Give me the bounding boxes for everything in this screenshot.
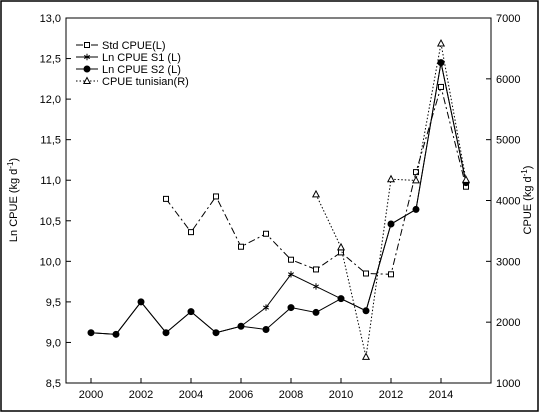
data-point (437, 59, 445, 67)
data-point (112, 330, 120, 338)
data-point (188, 229, 194, 236)
data-point (137, 298, 145, 306)
data-point (438, 83, 444, 90)
legend-label: Std CPUE(L) (102, 40, 166, 52)
x-axis: 2000 2002 2004 2006 2008 2010 2012 2014 (79, 378, 453, 401)
data-point (288, 256, 294, 263)
y-left-tick-label: 10,5 (40, 216, 61, 228)
series-1 (163, 83, 469, 278)
legend-marker (83, 53, 91, 61)
legend-item: Ln CPUE S2 (L) (76, 64, 181, 76)
data-point (436, 38, 446, 47)
data-point (338, 249, 344, 256)
data-point (87, 329, 95, 337)
y-left-tick-label: 10,0 (40, 256, 61, 268)
legend-label: CPUE tunisian(R) (102, 76, 189, 88)
y-axis-right-title: CPUE (kg d-1) (520, 166, 535, 235)
y-left-tick-label: 8,5 (46, 378, 61, 390)
y-right-tick-label: 5000 (496, 135, 520, 147)
data-point (311, 189, 321, 198)
legend-marker (83, 65, 91, 73)
legend-label: Ln CPUE S2 (L) (102, 64, 181, 76)
data-point (336, 242, 346, 251)
data-point (163, 195, 169, 202)
data-point (461, 175, 471, 183)
data-point (363, 270, 369, 277)
data-point (262, 304, 270, 311)
y-axis-left: 8,5 9,0 9,5 10,0 10,5 11,0 11,5 12,0 12,5 13,0 (40, 13, 71, 390)
legend-marker (82, 76, 92, 84)
data-point (313, 266, 319, 273)
x-tick-label: 2000 (79, 389, 103, 401)
data-point (337, 295, 345, 303)
data-point (411, 175, 421, 184)
data-point (263, 230, 269, 237)
x-tick-label: 2008 (279, 389, 303, 401)
legend-item: CPUE tunisian(R) (76, 76, 189, 88)
x-tick-label: 2002 (129, 389, 153, 401)
y-left-tick-label: 9,5 (46, 297, 61, 309)
data-point (238, 243, 244, 250)
data-point (386, 174, 396, 183)
x-tick-label: 2012 (379, 389, 403, 401)
y-left-tick-label: 11,5 (40, 135, 61, 147)
x-tick-label: 2006 (229, 389, 253, 401)
data-point (361, 352, 371, 360)
data-point (187, 308, 195, 316)
y-right-tick-label: 7000 (496, 13, 520, 25)
y-right-tick-label: 6000 (496, 74, 520, 86)
data-point (212, 329, 220, 337)
y-right-tick-label: 1000 (496, 378, 520, 390)
data-point (262, 325, 270, 333)
y-left-tick-label: 12,0 (40, 94, 61, 106)
data-point (412, 205, 420, 213)
data-point (413, 169, 419, 176)
data-point (312, 308, 320, 316)
data-point (387, 220, 395, 228)
data-point (362, 307, 370, 315)
y-axis-right: 1000 2000 3000 4000 5000 6000 7000 (486, 13, 520, 390)
y-right-tick-label: 3000 (496, 256, 520, 268)
y-axis-left-title: Ln CPUE (kg d-1) (6, 158, 21, 242)
y-left-tick-label: 12,5 (40, 54, 61, 66)
y-right-tick-label: 2000 (496, 317, 520, 329)
data-point (312, 283, 320, 290)
series-4 (311, 38, 471, 360)
legend-marker (84, 42, 90, 48)
x-tick-label: 2014 (429, 389, 453, 401)
legend-item: Std CPUE(L) (76, 40, 166, 52)
y-left-tick-label: 11,0 (40, 175, 61, 187)
legend-item: Ln CPUE S1 (L) (76, 52, 181, 64)
legend: Std CPUE(L)Ln CPUE S1 (L)Ln CPUE S2 (L)C… (76, 40, 189, 88)
data-point (388, 271, 394, 278)
series-layer (87, 38, 471, 360)
y-left-tick-label: 13,0 (40, 13, 61, 25)
x-tick-label: 2004 (179, 389, 203, 401)
data-point (213, 193, 219, 200)
series-line (90, 62, 467, 335)
legend-label: Ln CPUE S1 (L) (102, 52, 181, 64)
data-point (237, 322, 245, 330)
y-left-tick-label: 9,0 (46, 337, 61, 349)
x-tick-label: 2010 (329, 389, 353, 401)
data-point (162, 329, 170, 337)
data-point (287, 271, 295, 278)
y-right-tick-label: 4000 (496, 196, 520, 208)
series-3 (87, 59, 470, 338)
data-point (287, 304, 295, 312)
